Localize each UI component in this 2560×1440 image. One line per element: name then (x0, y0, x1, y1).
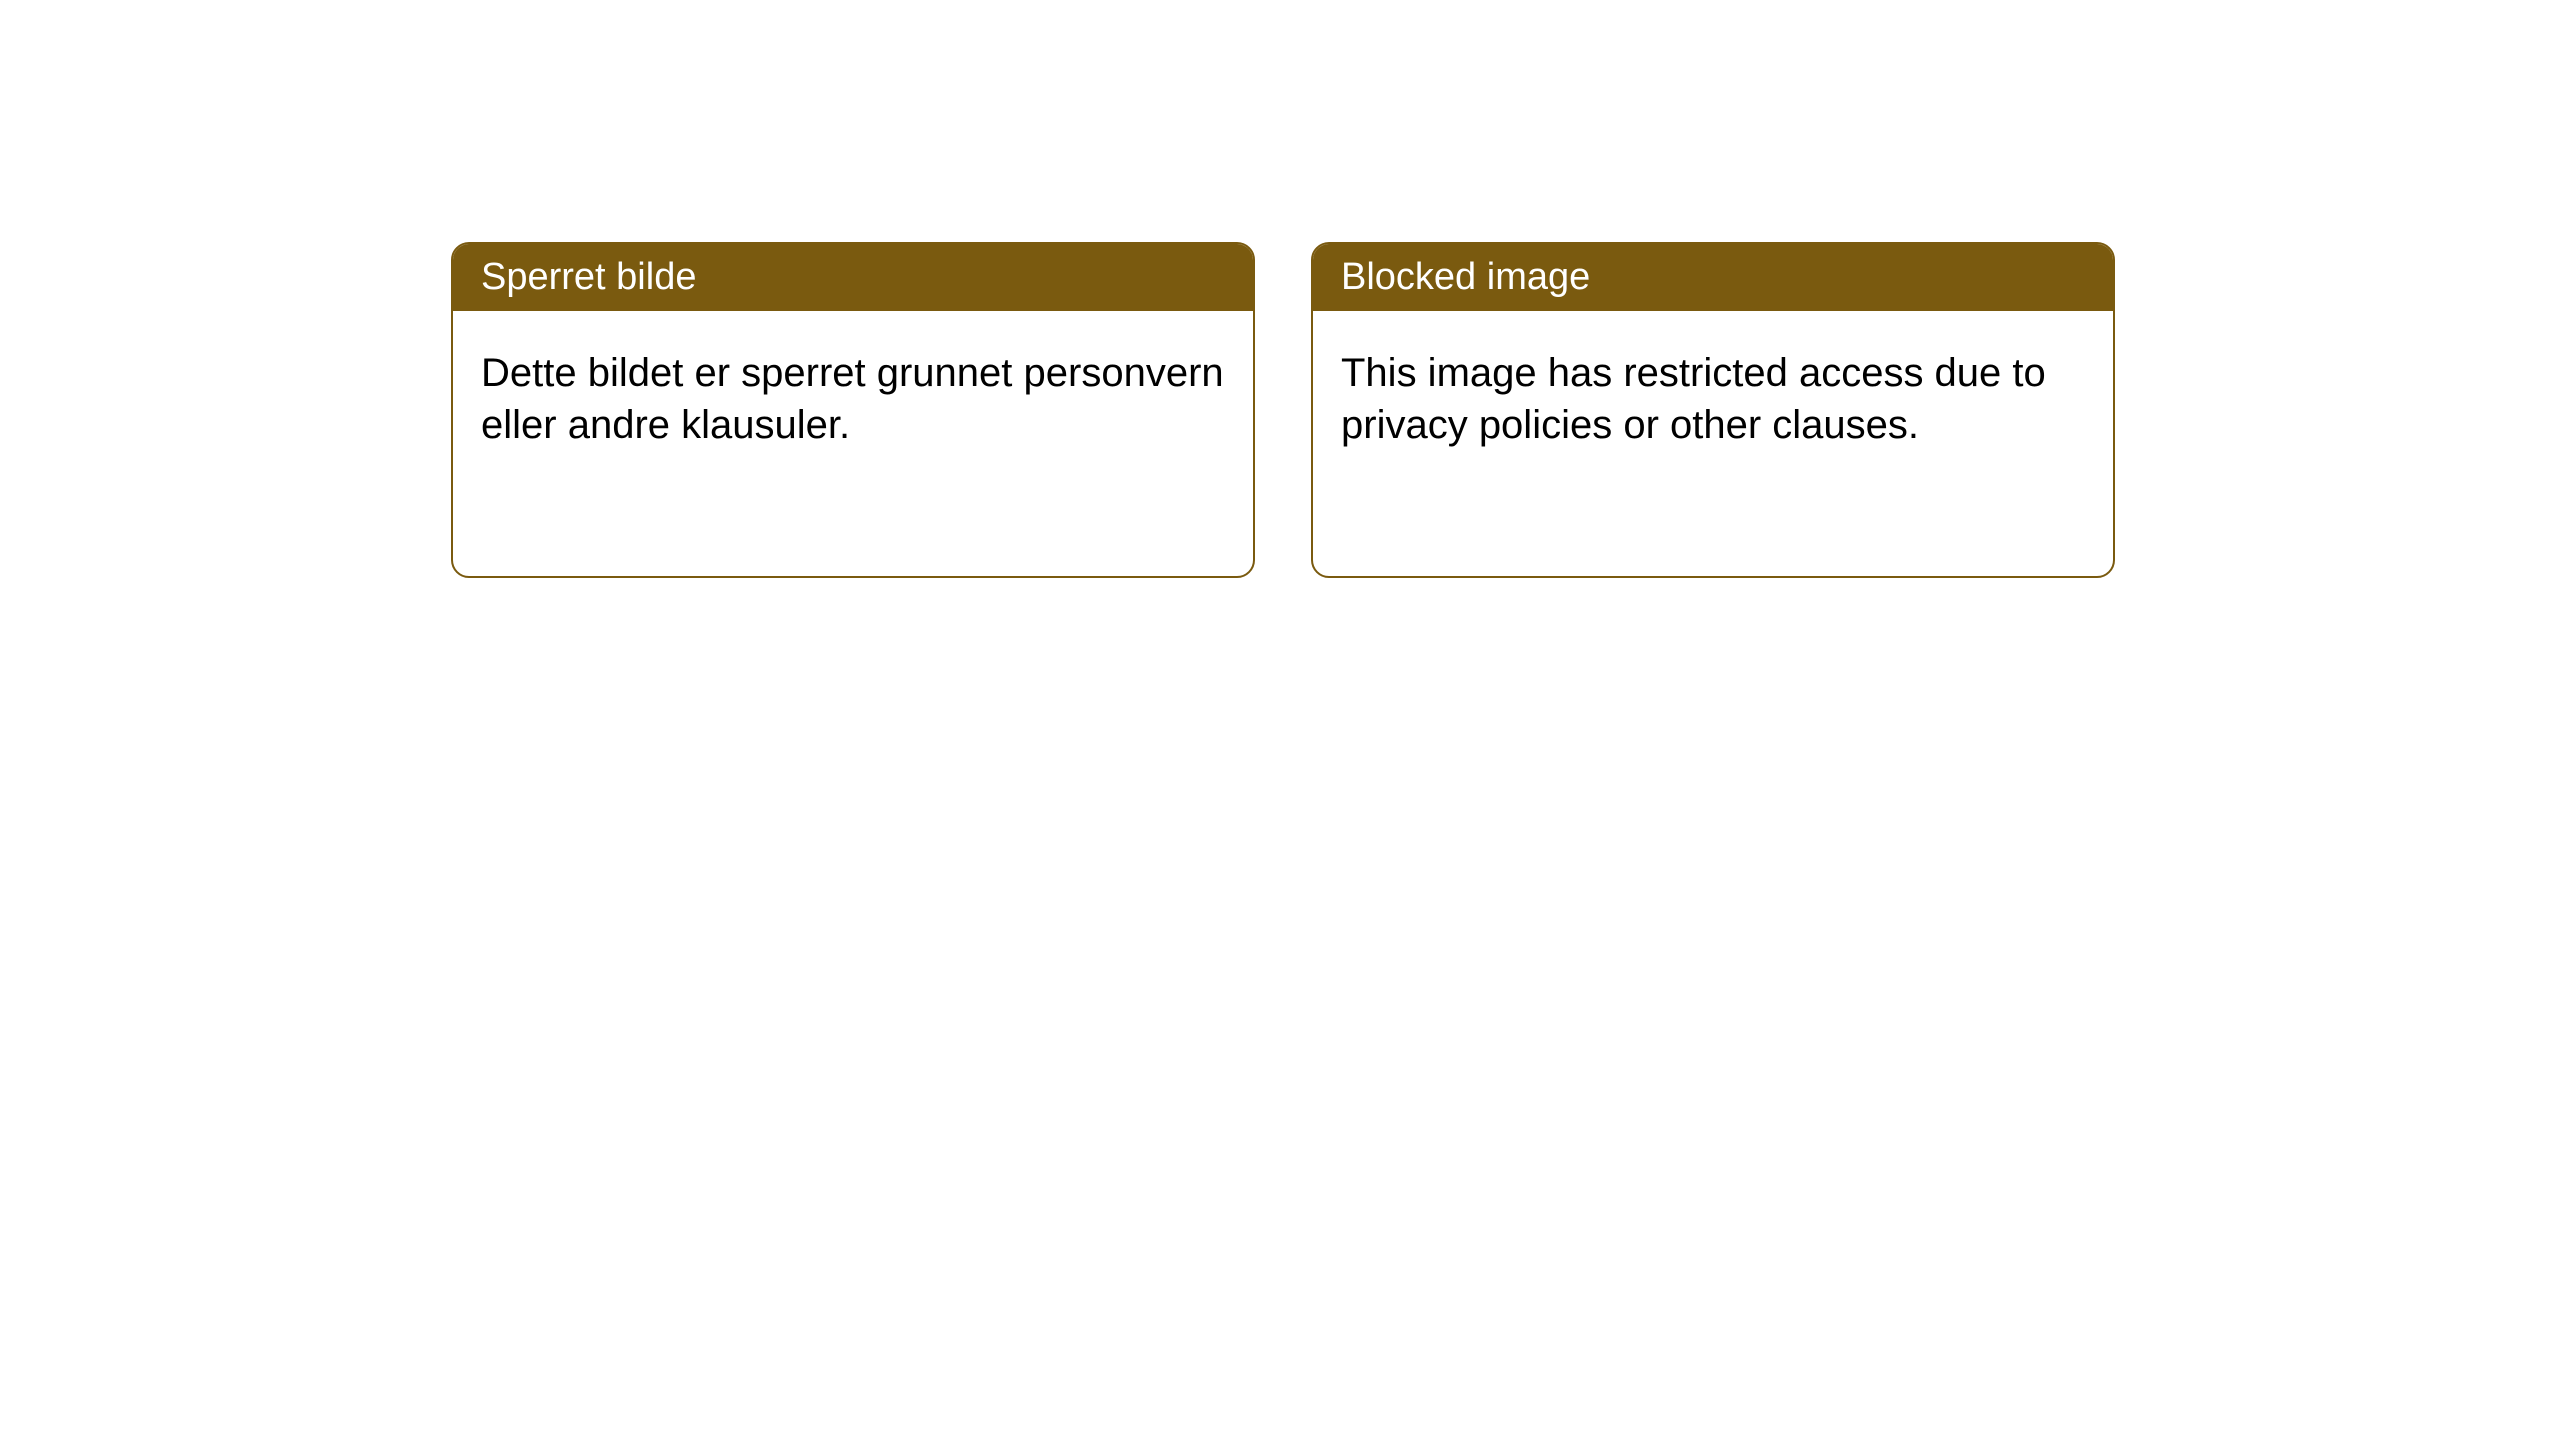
card-body: This image has restricted access due to … (1313, 311, 2113, 487)
card-title: Sperret bilde (481, 256, 696, 298)
card-title: Blocked image (1341, 256, 1590, 298)
card-header: Blocked image (1313, 244, 2113, 311)
card-message: Dette bildet er sperret grunnet personve… (481, 351, 1224, 447)
blocked-image-card-english: Blocked image This image has restricted … (1311, 242, 2115, 578)
card-message: This image has restricted access due to … (1341, 351, 2046, 447)
notice-container: Sperret bilde Dette bildet er sperret gr… (0, 0, 2560, 578)
blocked-image-card-norwegian: Sperret bilde Dette bildet er sperret gr… (451, 242, 1255, 578)
card-body: Dette bildet er sperret grunnet personve… (453, 311, 1253, 487)
card-header: Sperret bilde (453, 244, 1253, 311)
